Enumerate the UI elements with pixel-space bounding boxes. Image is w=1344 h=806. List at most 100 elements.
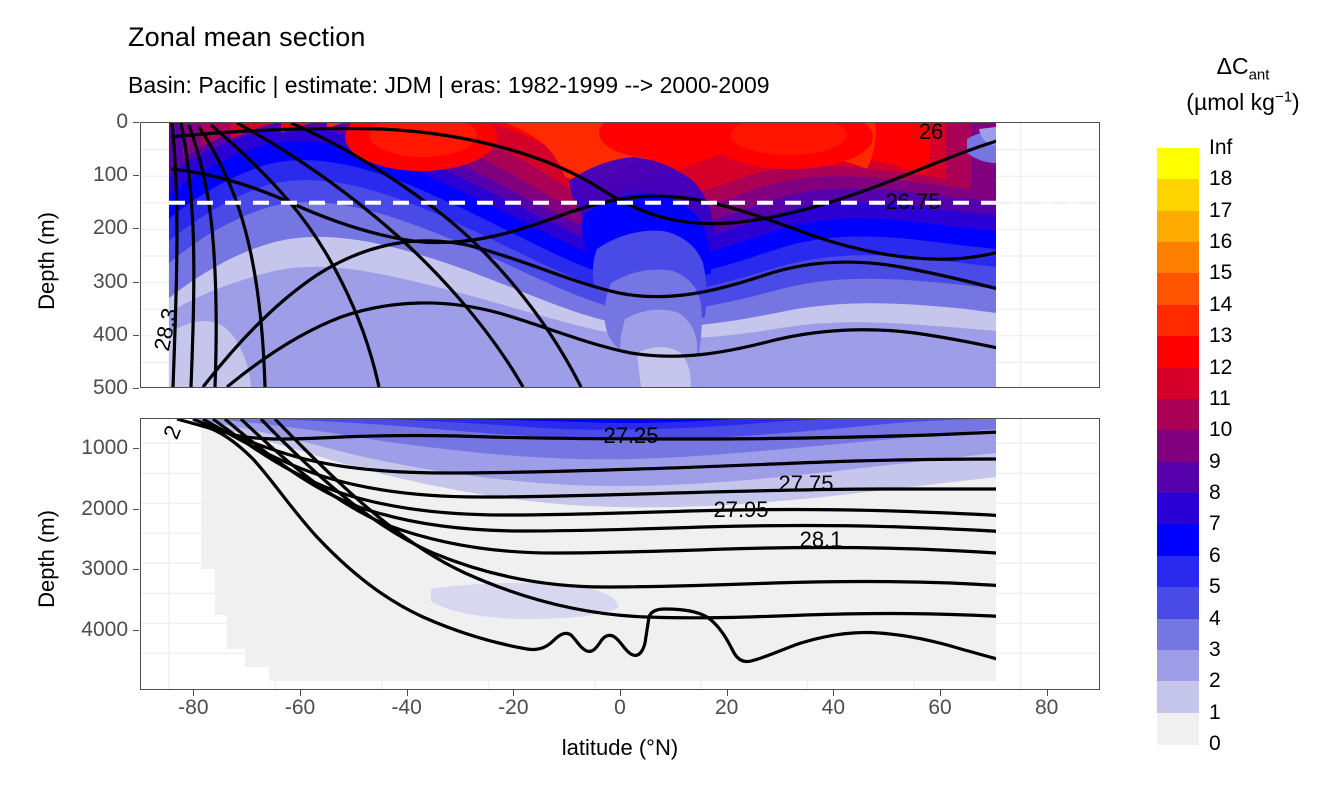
upper-panel-plot: 26 26.75 28.3 — [141, 123, 1099, 387]
page-title: Zonal mean section — [128, 22, 366, 52]
contour-label-28-1: 28.1 — [800, 527, 843, 552]
legend-title-subscript: ant — [1248, 66, 1270, 84]
legend-swatch — [1157, 555, 1199, 588]
y-tick — [133, 508, 139, 510]
y-tick-label: 4000 — [81, 617, 128, 641]
legend-swatch — [1157, 493, 1199, 525]
legend-title-symbol: ΔC — [1216, 53, 1249, 79]
x-tick — [726, 690, 728, 696]
y-tick — [133, 448, 139, 450]
y-tick — [133, 629, 139, 631]
legend-swatch — [1157, 336, 1199, 369]
legend-tick-label: 9 — [1209, 449, 1221, 473]
legend-tick-label: 17 — [1209, 198, 1233, 222]
legend-tick-label: 0 — [1209, 732, 1221, 755]
upper-y-axis-title: Depth (m) — [34, 212, 59, 310]
legend-tick-label: 6 — [1209, 543, 1221, 567]
y-tick-label: 2000 — [81, 496, 128, 520]
x-tick — [833, 690, 835, 696]
legend-tick-label: 10 — [1209, 418, 1233, 442]
legend-swatch — [1157, 712, 1199, 745]
x-tick-label: -40 — [391, 696, 422, 719]
y-tick — [133, 388, 139, 389]
contour-label-27-75: 27.75 — [778, 471, 833, 496]
legend-tick-label: 11 — [1209, 386, 1231, 410]
legend-tick-label: 18 — [1209, 167, 1233, 191]
legend-swatch — [1157, 681, 1199, 714]
x-tick — [406, 690, 408, 696]
y-tick — [133, 569, 139, 571]
y-tick-label: 100 — [92, 163, 128, 187]
upper-field — [169, 123, 996, 387]
legend-colorbar[interactable] — [1157, 148, 1199, 745]
y-tick — [133, 175, 139, 177]
legend-title: ΔCant (µmol kg−1) — [1148, 50, 1338, 120]
y-tick-label: 500 — [92, 376, 128, 399]
legend-swatch — [1157, 210, 1199, 243]
legend-swatch — [1157, 304, 1199, 337]
x-tick — [513, 690, 515, 696]
x-tick-label: -60 — [284, 696, 316, 719]
legend-tick-label: 13 — [1209, 324, 1233, 348]
legend-tick-label: Inf — [1209, 136, 1233, 159]
legend-units-close: ) — [1292, 89, 1300, 116]
legend-tick-label: 14 — [1209, 292, 1233, 316]
legend-swatch — [1157, 649, 1199, 682]
y-tick — [133, 334, 139, 336]
x-tick-label: 60 — [928, 696, 952, 719]
y-tick-label: 1000 — [81, 436, 128, 460]
y-tick-label: 0 — [116, 110, 128, 133]
legend-tick-label: 4 — [1209, 606, 1221, 630]
legend-tick-label: 5 — [1209, 575, 1221, 599]
x-tick — [620, 690, 621, 696]
y-tick-label: 300 — [92, 269, 128, 293]
lower-depth-panel: 27.25 27.75 27.95 28.1 2 — [140, 418, 1100, 690]
lower-contour-labels: 27.25 27.75 27.95 28.1 2 — [158, 422, 842, 552]
y-tick — [133, 122, 139, 123]
contour-label-27-95: 27.95 — [713, 497, 768, 522]
x-tick — [300, 690, 301, 696]
x-tick-label: -80 — [178, 696, 209, 719]
legend-swatch — [1157, 179, 1199, 212]
y-tick-label: 400 — [92, 322, 128, 346]
legend-tick-label: 8 — [1209, 481, 1221, 505]
x-tick — [193, 690, 195, 696]
legend-tick-label: 1 — [1209, 700, 1221, 724]
chart-subtitle: Basin: Pacific | estimate: JDM | eras: 1… — [128, 72, 770, 98]
legend-swatch — [1157, 618, 1199, 651]
lower-panel-plot: 27.25 27.75 27.95 28.1 2 — [141, 419, 1099, 689]
upper-depth-panel: 26 26.75 28.3 — [140, 122, 1100, 388]
x-tick-label: -20 — [498, 696, 529, 719]
legend-tick-label: 16 — [1209, 230, 1233, 254]
x-axis-title: latitude (°N) — [561, 735, 679, 760]
x-tick-label: 0 — [614, 696, 626, 719]
legend-tick-label: 12 — [1209, 355, 1233, 379]
x-tick-label: 40 — [821, 696, 846, 719]
legend-units-open: (µmol kg — [1186, 89, 1275, 116]
upper-isopycnal-contours — [170, 123, 996, 387]
legend-swatch — [1157, 461, 1199, 494]
legend-tick-label: 3 — [1209, 637, 1221, 661]
x-tick-label: 80 — [1034, 696, 1059, 719]
x-tick-label: 20 — [714, 696, 739, 719]
y-tick-label: 200 — [92, 216, 128, 240]
legend-swatch — [1157, 242, 1199, 275]
legend-swatch — [1157, 430, 1199, 463]
legend-swatch — [1157, 273, 1199, 306]
legend-tick-label: 15 — [1209, 261, 1233, 285]
x-tick — [1046, 690, 1048, 696]
legend-swatch — [1157, 148, 1199, 180]
legend-tick-label: 7 — [1209, 512, 1221, 536]
legend-swatch — [1157, 398, 1199, 431]
y-tick — [133, 228, 139, 230]
y-tick — [133, 281, 139, 283]
lower-isopycnal-contours — [176, 419, 996, 664]
contour-label-26: 26 — [919, 123, 943, 144]
legend-swatch — [1157, 367, 1199, 400]
legend-swatch — [1157, 524, 1199, 557]
x-tick — [940, 690, 941, 696]
y-tick-label: 3000 — [81, 557, 128, 581]
legend-swatch — [1157, 587, 1199, 620]
contour-label-27-25: 27.25 — [603, 423, 658, 448]
